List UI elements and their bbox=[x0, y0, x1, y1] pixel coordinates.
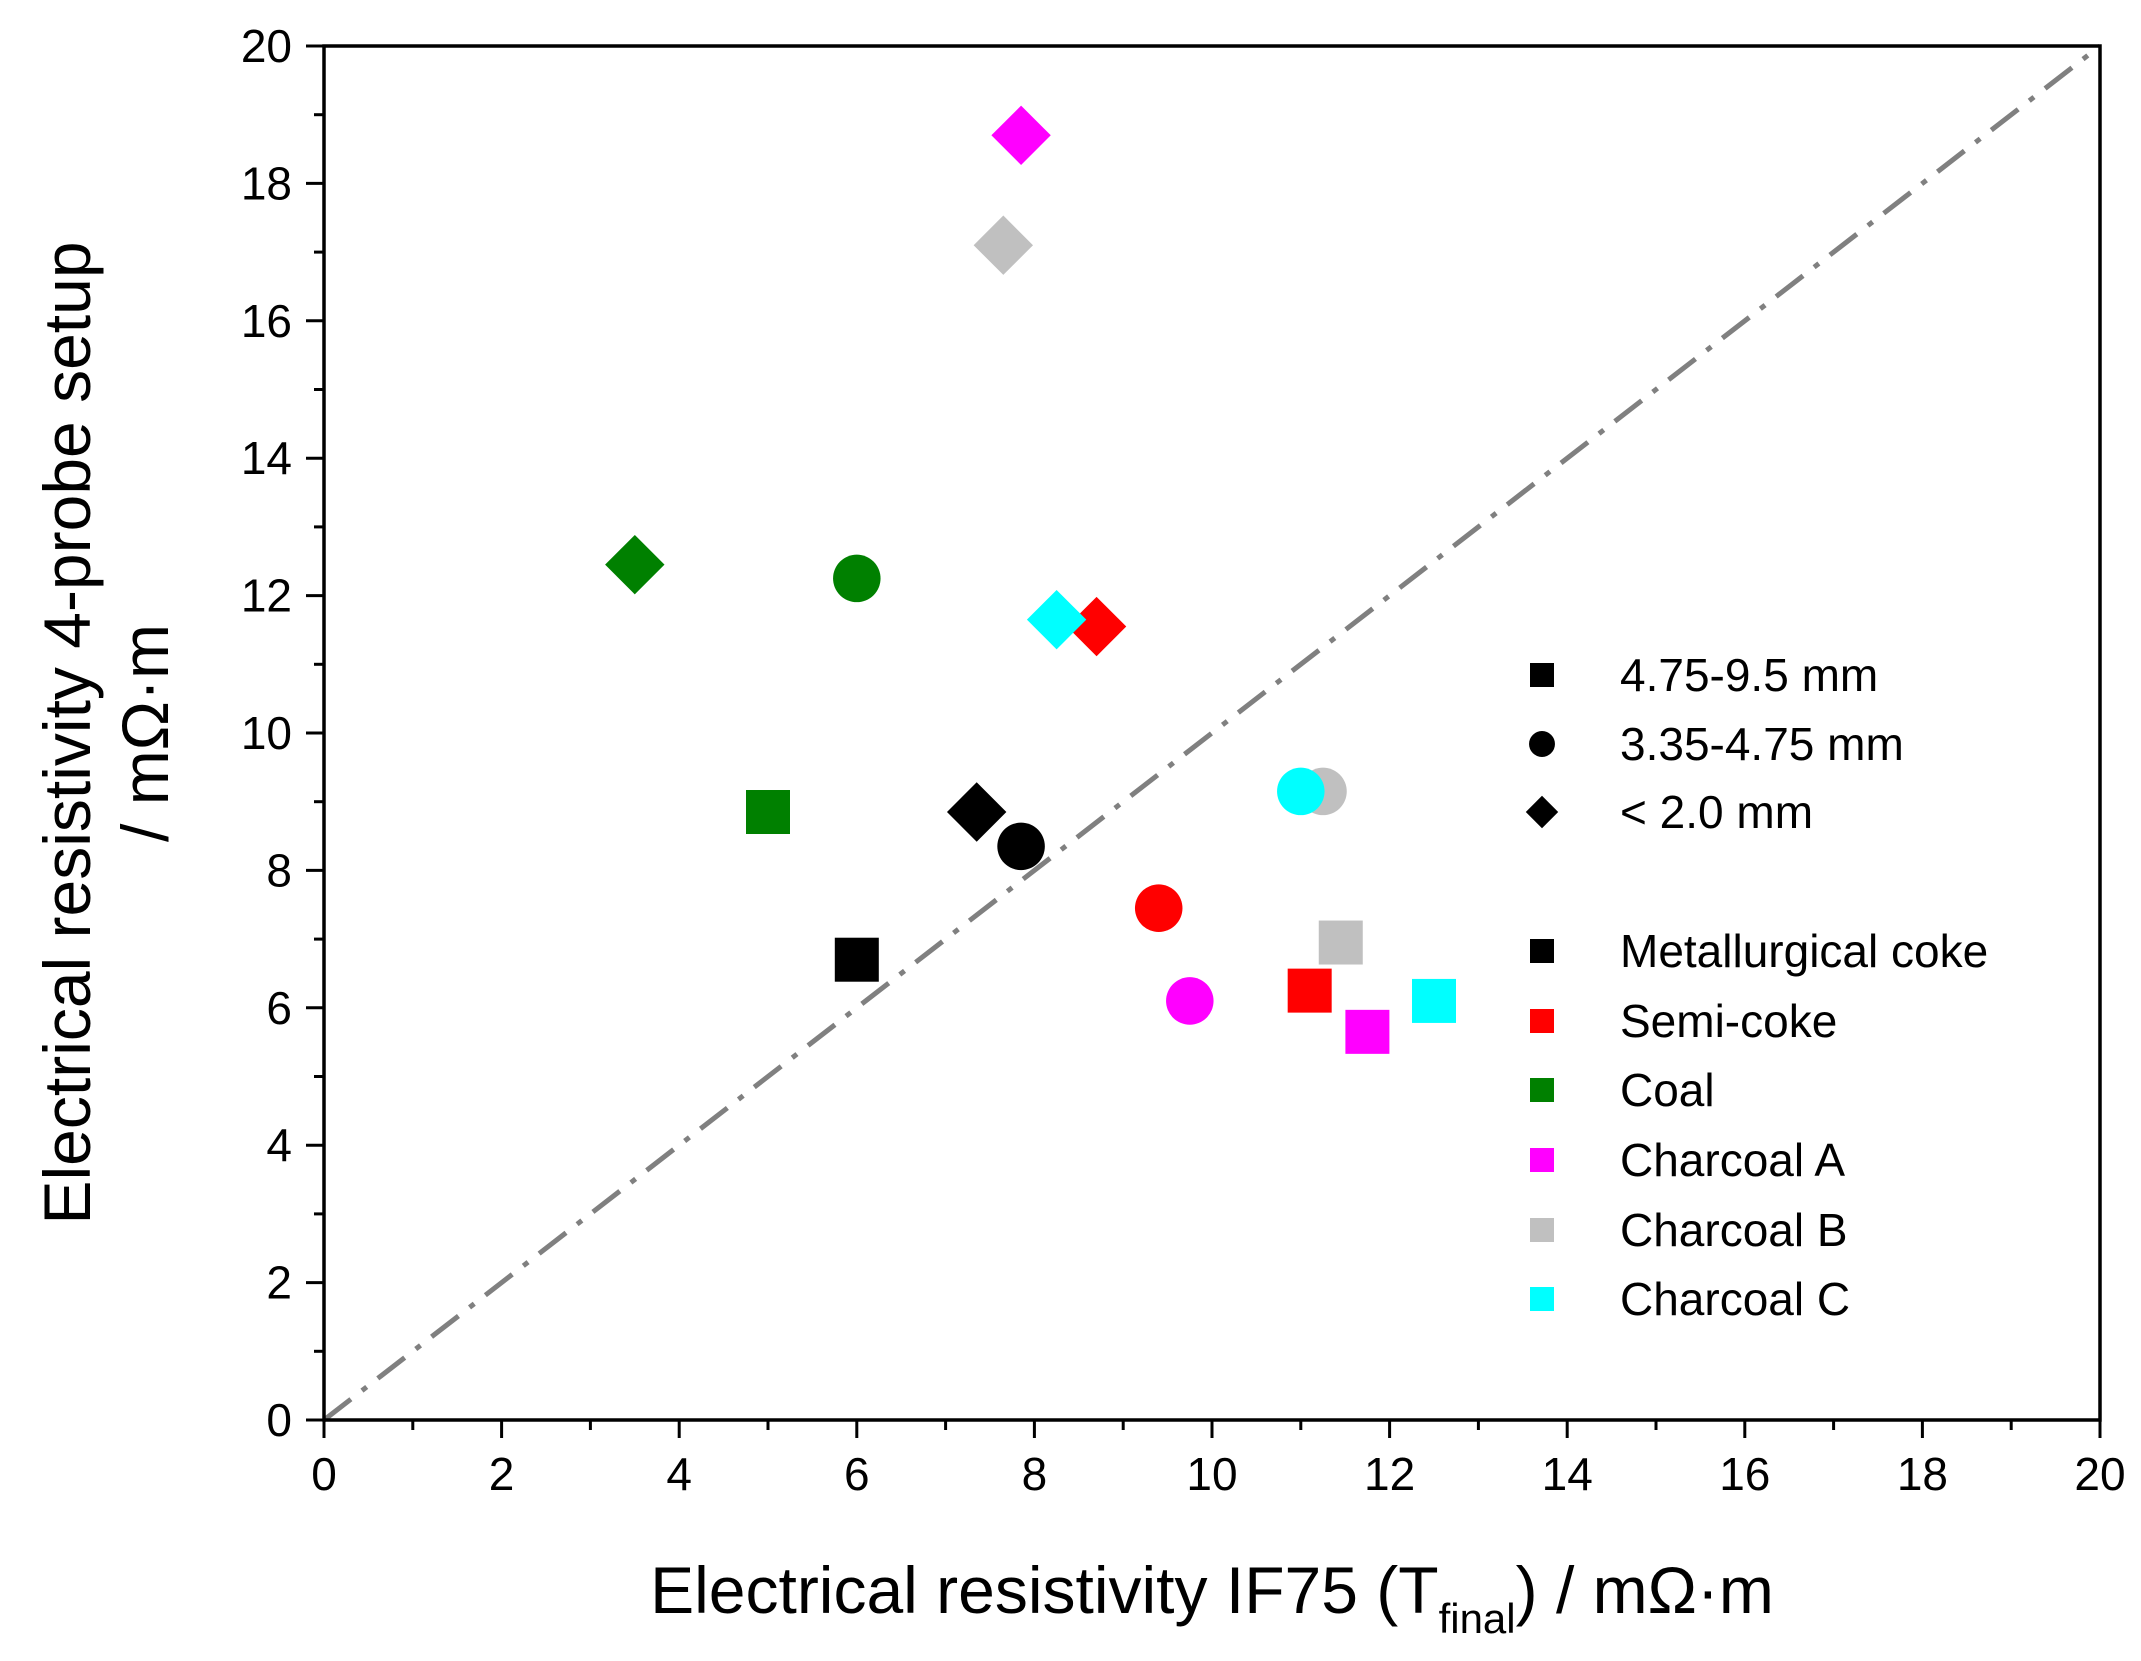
data-point-square bbox=[834, 937, 879, 982]
legend: 4.75-9.5 mm 3.35-4.75 mm < 2.0 mm Metallurg… bbox=[1525, 649, 1988, 1325]
x-axis-title-subscript: final bbox=[1439, 1595, 1516, 1642]
x-tick-label: 12 bbox=[1364, 1448, 1415, 1500]
legend-marker-material bbox=[1530, 1009, 1554, 1033]
legend-label-material: Coal bbox=[1620, 1064, 1715, 1116]
x-tick-label: 18 bbox=[1897, 1448, 1948, 1500]
y-tick-label: 10 bbox=[241, 707, 292, 759]
y-axis-title-line2: / mΩ·m bbox=[108, 624, 182, 842]
legend-label-size: < 2.0 mm bbox=[1620, 786, 1813, 838]
legend-marker-material bbox=[1530, 1148, 1554, 1172]
legend-marker-material bbox=[1530, 1078, 1554, 1102]
data-point-diamond bbox=[946, 782, 1007, 842]
y-axis-title: Electrical resistivity 4-probe setup / m… bbox=[30, 241, 182, 1224]
x-tick-label: 2 bbox=[489, 1448, 515, 1500]
x-tick-label: 0 bbox=[311, 1448, 337, 1500]
legend-marker-circle bbox=[1529, 731, 1555, 757]
y-tick-label: 4 bbox=[266, 1119, 292, 1171]
y-axis-title-line1: Electrical resistivity 4-probe setup bbox=[30, 241, 104, 1224]
data-point-circle bbox=[997, 822, 1045, 871]
x-tick-label: 10 bbox=[1186, 1448, 1237, 1500]
data-point-diamond bbox=[1066, 596, 1127, 657]
y-tick-label: 14 bbox=[241, 432, 292, 484]
x-axis-title-main: Electrical resistivity IF75 (T bbox=[650, 1553, 1438, 1627]
y-tick-label: 0 bbox=[266, 1394, 292, 1446]
legend-label-material: Charcoal C bbox=[1620, 1273, 1850, 1325]
data-point-square bbox=[1345, 1009, 1390, 1054]
legend-marker-material bbox=[1530, 939, 1554, 963]
x-tick-label: 14 bbox=[1542, 1448, 1593, 1500]
data-point-circle bbox=[1134, 884, 1183, 932]
data-point-square bbox=[1318, 920, 1363, 965]
legend-marker-material bbox=[1530, 1218, 1554, 1242]
data-point-circle bbox=[833, 554, 881, 603]
legend-label-material: Charcoal A bbox=[1620, 1134, 1845, 1186]
y-tick-label: 8 bbox=[266, 844, 292, 896]
x-axis-title: Electrical resistivity IF75 (Tfinal) / m… bbox=[650, 1553, 1774, 1642]
data-point-square bbox=[1412, 978, 1456, 1023]
legend-label-size: 3.35-4.75 mm bbox=[1620, 718, 1904, 770]
x-tick-label: 8 bbox=[1022, 1448, 1048, 1500]
y-tick-label: 16 bbox=[241, 295, 292, 347]
data-point-diamond bbox=[973, 215, 1034, 275]
legend-label-size: 4.75-9.5 mm bbox=[1620, 649, 1878, 701]
data-point-diamond bbox=[1026, 589, 1087, 650]
data-point-diamond bbox=[991, 105, 1051, 166]
legend-marker-diamond bbox=[1525, 795, 1559, 829]
legend-marker-square bbox=[1530, 663, 1554, 687]
data-point-square bbox=[746, 790, 790, 835]
y-tick-label: 12 bbox=[241, 570, 292, 622]
x-tick-label: 20 bbox=[2074, 1448, 2125, 1500]
data-point-square bbox=[1287, 968, 1332, 1013]
x-axis-title-suffix: ) / mΩ·m bbox=[1516, 1553, 1774, 1627]
y-tick-label: 18 bbox=[241, 157, 292, 209]
y-tick-label: 6 bbox=[266, 982, 292, 1034]
x-tick-label: 6 bbox=[844, 1448, 870, 1500]
x-tick-label: 4 bbox=[666, 1448, 692, 1500]
data-point-circle bbox=[1166, 977, 1214, 1025]
legend-label-material: Charcoal B bbox=[1620, 1204, 1848, 1256]
legend-label-material: Metallurgical coke bbox=[1620, 925, 1988, 977]
y-tick-label: 20 bbox=[241, 20, 292, 72]
x-tick-label: 16 bbox=[1719, 1448, 1770, 1500]
y-tick-label: 2 bbox=[266, 1257, 292, 1309]
data-point-diamond bbox=[605, 534, 665, 595]
legend-marker-material bbox=[1530, 1287, 1554, 1311]
data-point-circle bbox=[1277, 767, 1325, 816]
legend-label-material: Semi-coke bbox=[1620, 995, 1837, 1047]
